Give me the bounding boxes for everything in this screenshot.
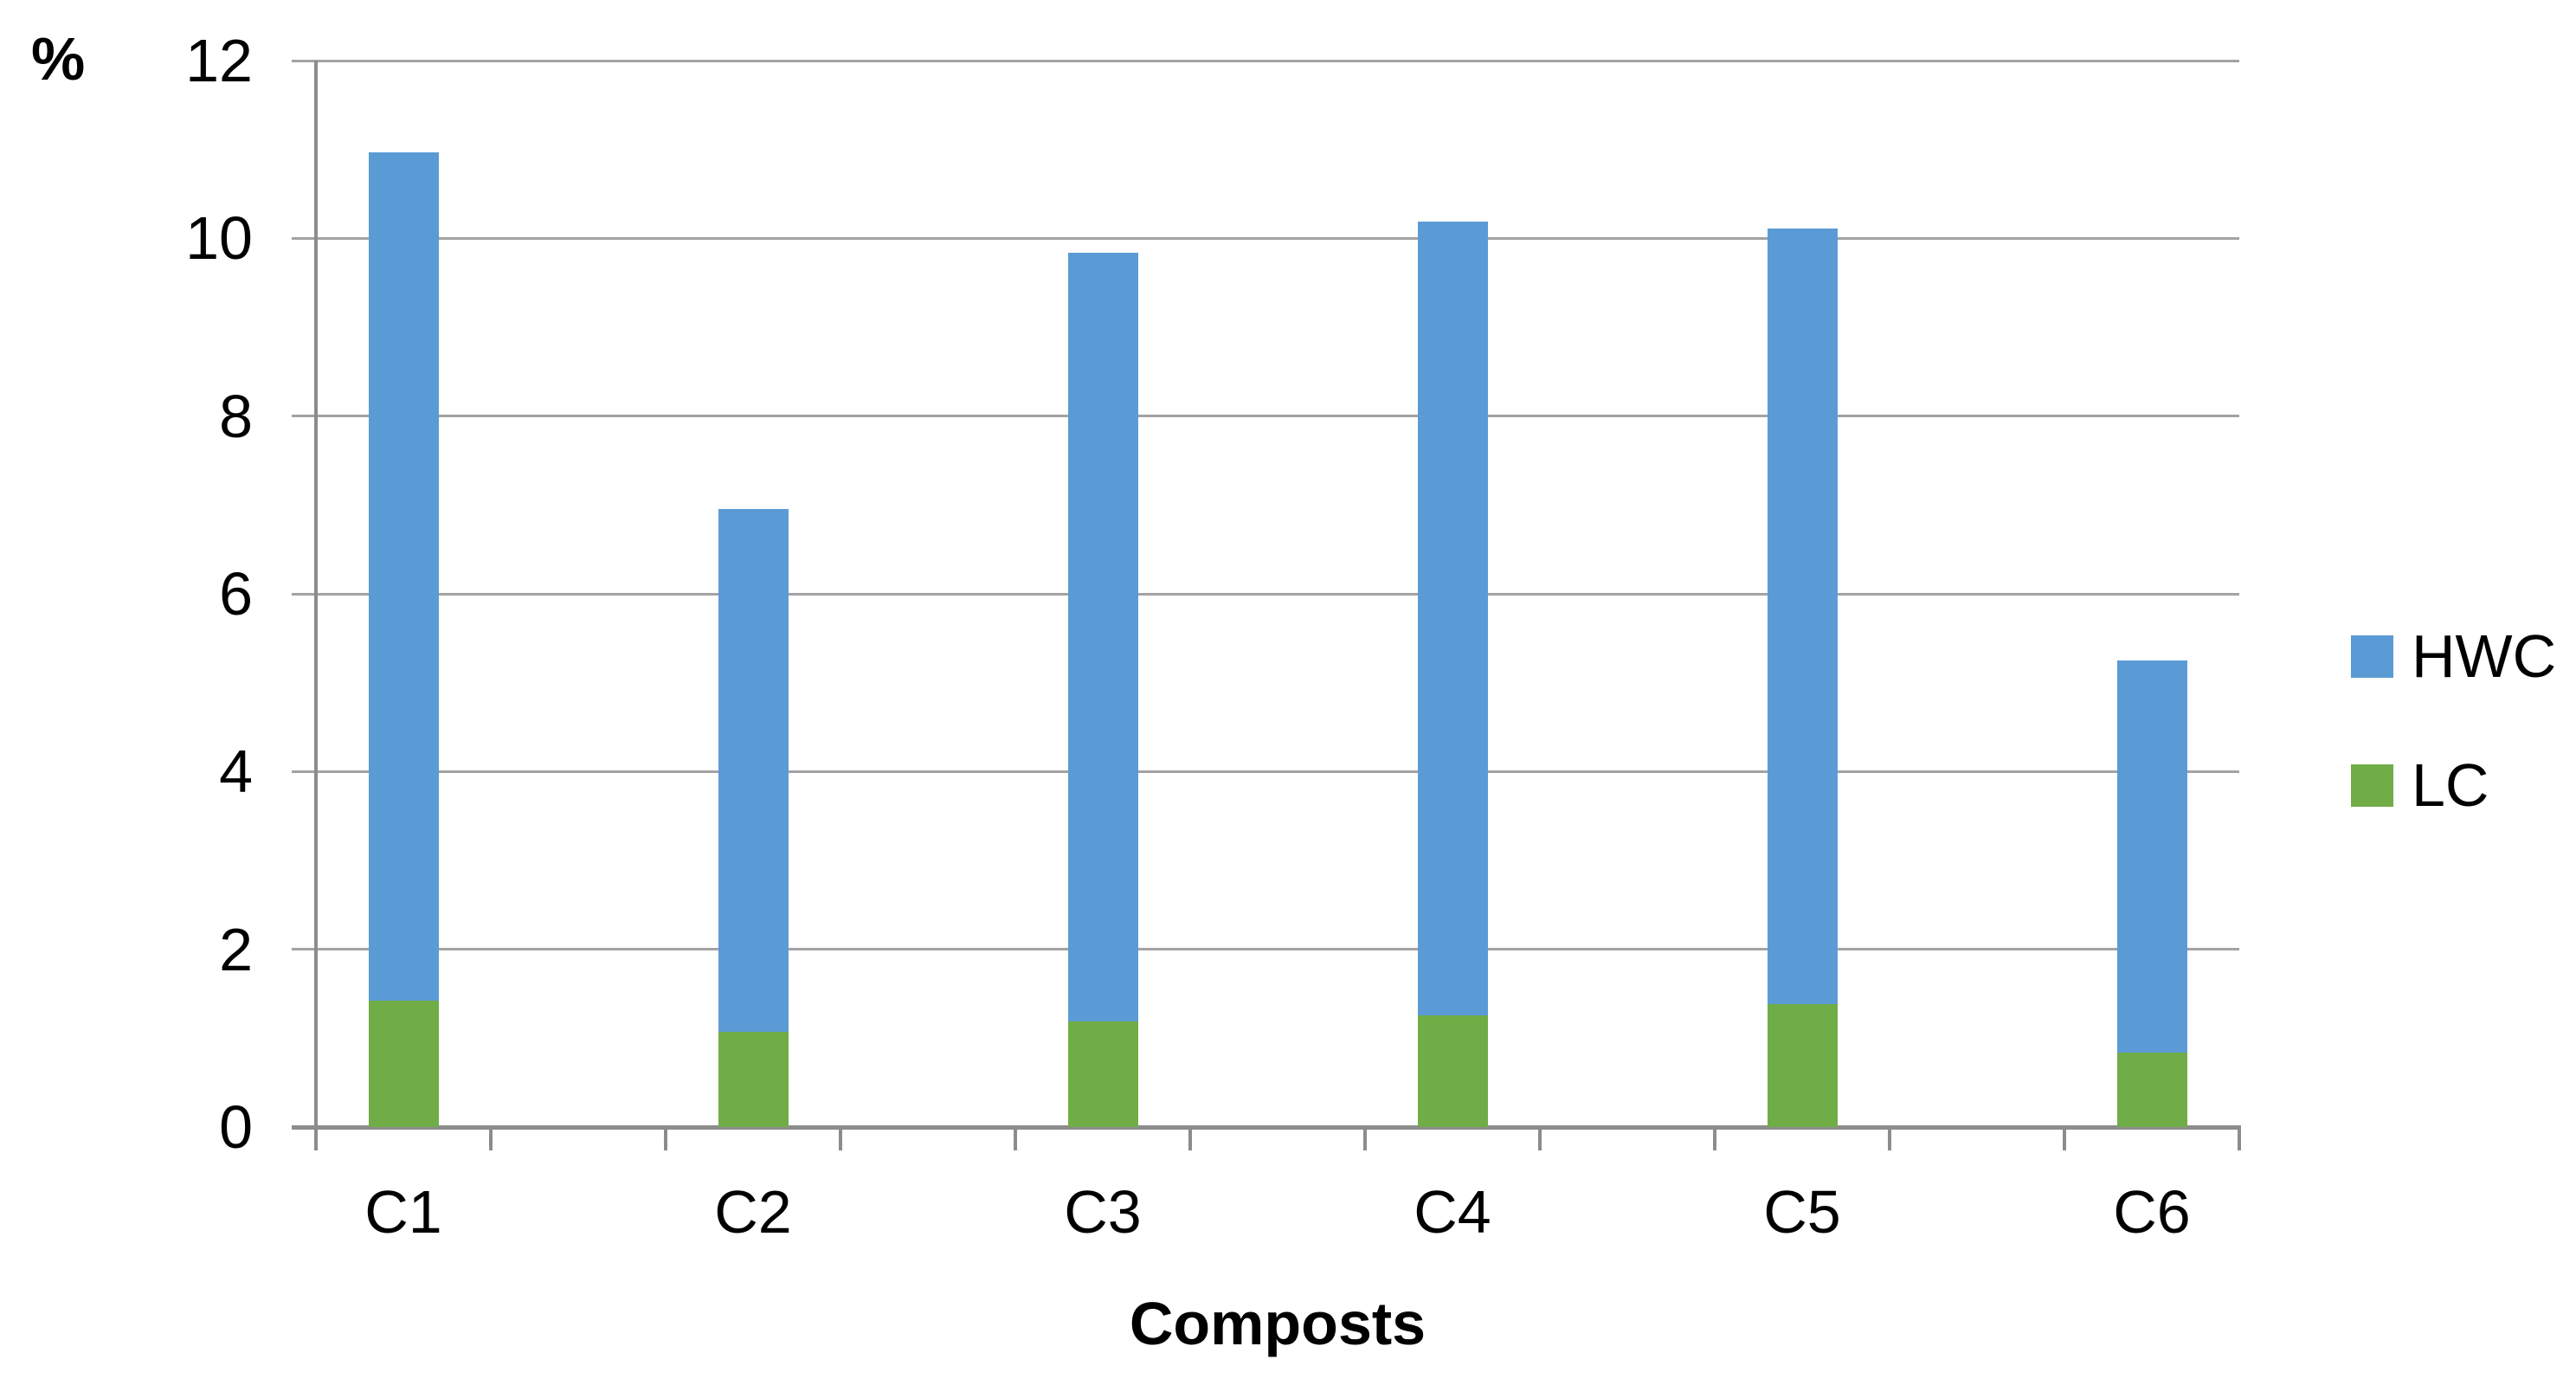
x-axis-tick — [839, 1127, 842, 1150]
x-axis-tick — [2238, 1127, 2241, 1150]
bar-C2-lc-segment — [718, 1032, 789, 1127]
bar-C4-hwc-segment — [1418, 222, 1488, 1015]
x-axis-tick — [1888, 1127, 1891, 1150]
x-axis-tick — [1014, 1127, 1017, 1150]
x-axis-tick — [314, 1127, 318, 1150]
gridline-12 — [292, 60, 2239, 62]
y-tick-label-4: 4 — [219, 738, 253, 805]
x-axis-tick — [664, 1127, 667, 1150]
legend-swatch-lc — [2351, 764, 2393, 807]
x-category-label-C1: C1 — [364, 1178, 442, 1246]
x-axis-tick — [1363, 1127, 1367, 1150]
gridline-8 — [292, 415, 2239, 417]
x-category-label-C3: C3 — [1064, 1178, 1142, 1246]
y-tick-label-0: 0 — [219, 1093, 253, 1161]
x-category-label-C4: C4 — [1414, 1178, 1491, 1246]
gridline-2 — [292, 948, 2239, 950]
gridline-4 — [292, 770, 2239, 773]
legend-label-hwc: HWC — [2412, 622, 2557, 690]
y-tick-label-12: 12 — [185, 27, 253, 94]
bar-C3-hwc-segment — [1068, 253, 1138, 1021]
bar-C5-lc-segment — [1768, 1004, 1838, 1127]
x-axis-tick — [1713, 1127, 1716, 1150]
gridline-6 — [292, 593, 2239, 596]
x-category-label-C2: C2 — [714, 1178, 792, 1246]
bar-C6-lc-segment — [2117, 1053, 2187, 1127]
legend-swatch-hwc — [2351, 635, 2393, 678]
bar-C5-hwc-segment — [1768, 229, 1838, 1004]
x-axis-line — [292, 1125, 2241, 1130]
bar-C2-hwc-segment — [718, 509, 789, 1032]
bar-C1-lc-segment — [369, 1001, 439, 1127]
x-category-label-C6: C6 — [2113, 1178, 2191, 1246]
y-tick-label-8: 8 — [219, 383, 253, 450]
legend-label-lc: LC — [2412, 751, 2489, 819]
x-axis-tick — [2063, 1127, 2066, 1150]
x-axis-tick — [1188, 1127, 1192, 1150]
x-axis-title: Composts — [1129, 1290, 1426, 1357]
bar-C4-lc-segment — [1418, 1015, 1488, 1127]
y-axis-title: % — [31, 25, 86, 93]
x-category-label-C5: C5 — [1763, 1178, 1841, 1246]
y-tick-label-10: 10 — [185, 204, 253, 272]
x-axis-tick — [1538, 1127, 1542, 1150]
gridline-10 — [292, 237, 2239, 240]
y-tick-label-6: 6 — [219, 560, 253, 628]
bar-C1-hwc-segment — [369, 152, 439, 1001]
bar-C3-lc-segment — [1068, 1021, 1138, 1127]
bar-C6-hwc-segment — [2117, 660, 2187, 1053]
x-axis-tick — [489, 1127, 493, 1150]
y-tick-label-2: 2 — [219, 916, 253, 983]
y-axis-line — [314, 61, 318, 1127]
